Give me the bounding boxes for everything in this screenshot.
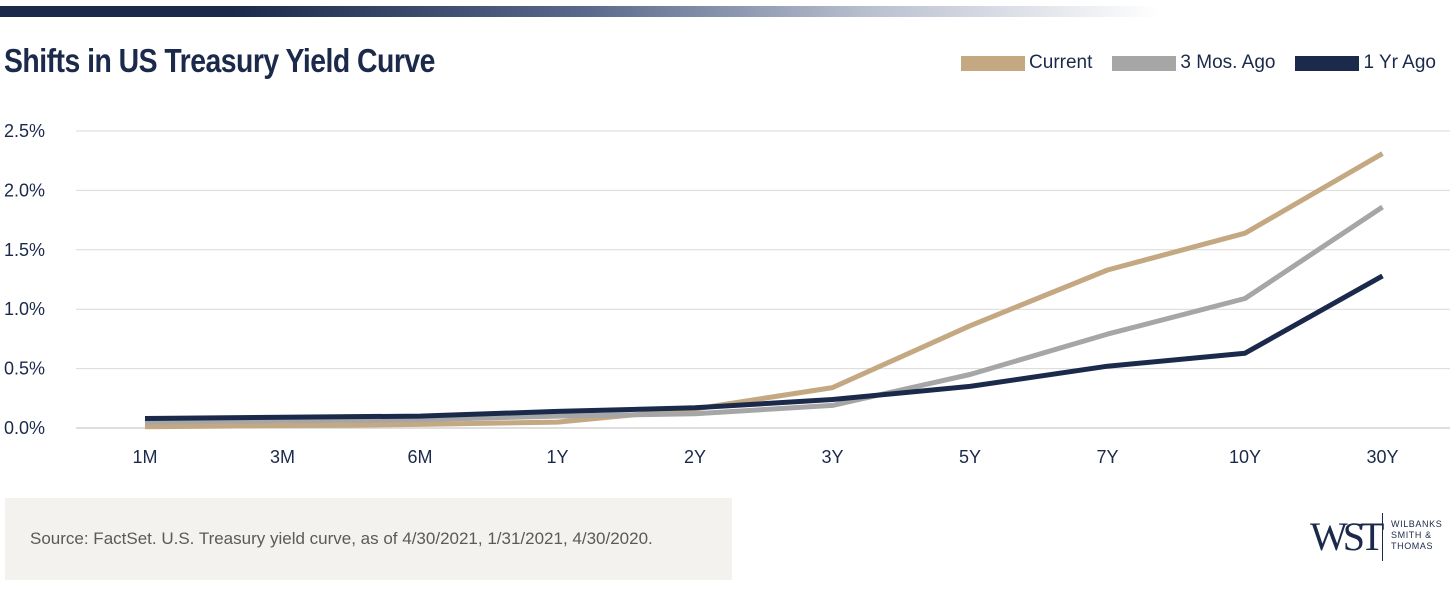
x-tick-label: 7Y [1096, 447, 1118, 467]
source-note-box: Source: FactSet. U.S. Treasury yield cur… [5, 498, 732, 580]
x-tick-label: 2Y [684, 447, 706, 467]
y-tick-label: 0.0% [4, 418, 45, 438]
series-line-3-mos-ago [144, 204, 1384, 425]
x-tick-label: 30Y [1366, 447, 1398, 467]
source-note: Source: FactSet. U.S. Treasury yield cur… [30, 529, 653, 548]
legend-item-1-yr-ago: 1 Yr Ago [1295, 52, 1436, 74]
y-tick-label: 1.5% [4, 240, 45, 260]
logo-divider [1382, 513, 1383, 561]
legend-swatch-current [961, 55, 1026, 71]
legend-label-current: Current [1029, 52, 1093, 73]
logo-line-2: SMITH & [1391, 530, 1432, 540]
company-logo: WST WILBANKS SMITH & THOMAS [1310, 511, 1442, 566]
x-tick-label: 1Y [546, 447, 568, 467]
x-tick-label: 3Y [821, 447, 843, 467]
yield-curve-chart: 0.0% 0.5% 1.0% 1.5% 2.0% 2.5% 1M 3M 6M 1Y 2Y 3Y 5Y 7Y… [4, 121, 1450, 467]
legend-item-current: Current [961, 52, 1092, 74]
logo-line-1: WILBANKS [1391, 519, 1443, 529]
chart-legend: Current 3 Mos. Ago 1 Yr Ago [941, 52, 1436, 74]
legend-label-3-mos-ago: 3 Mos. Ago [1180, 52, 1276, 73]
header-accent-bar [0, 6, 1160, 17]
legend-swatch-3-mos-ago [1112, 55, 1177, 71]
logo-wordmark: WILBANKS SMITH & THOMAS [1391, 519, 1451, 552]
y-tick-label: 1.0% [4, 299, 45, 319]
y-tick-label: 2.5% [4, 121, 45, 141]
x-tick-label: 3M [270, 447, 295, 467]
logo-line-3: THOMAS [1391, 541, 1434, 551]
x-tick-label: 10Y [1229, 447, 1261, 467]
chart-title: Shifts in US Treasury Yield Curve [4, 42, 435, 79]
legend-item-3-mos-ago: 3 Mos. Ago [1112, 52, 1275, 74]
legend-swatch-1-yr-ago [1295, 55, 1360, 71]
x-tick-label: 5Y [959, 447, 981, 467]
series-line-current [144, 151, 1384, 430]
x-tick-label: 6M [407, 447, 432, 467]
y-tick-label: 0.5% [4, 359, 45, 379]
series-line-1-yr-ago [144, 273, 1384, 421]
legend-label-1-yr-ago: 1 Yr Ago [1363, 52, 1436, 73]
y-tick-label: 2.0% [4, 180, 45, 200]
x-tick-label: 1M [132, 447, 157, 467]
logo-mark: WST [1310, 514, 1384, 559]
